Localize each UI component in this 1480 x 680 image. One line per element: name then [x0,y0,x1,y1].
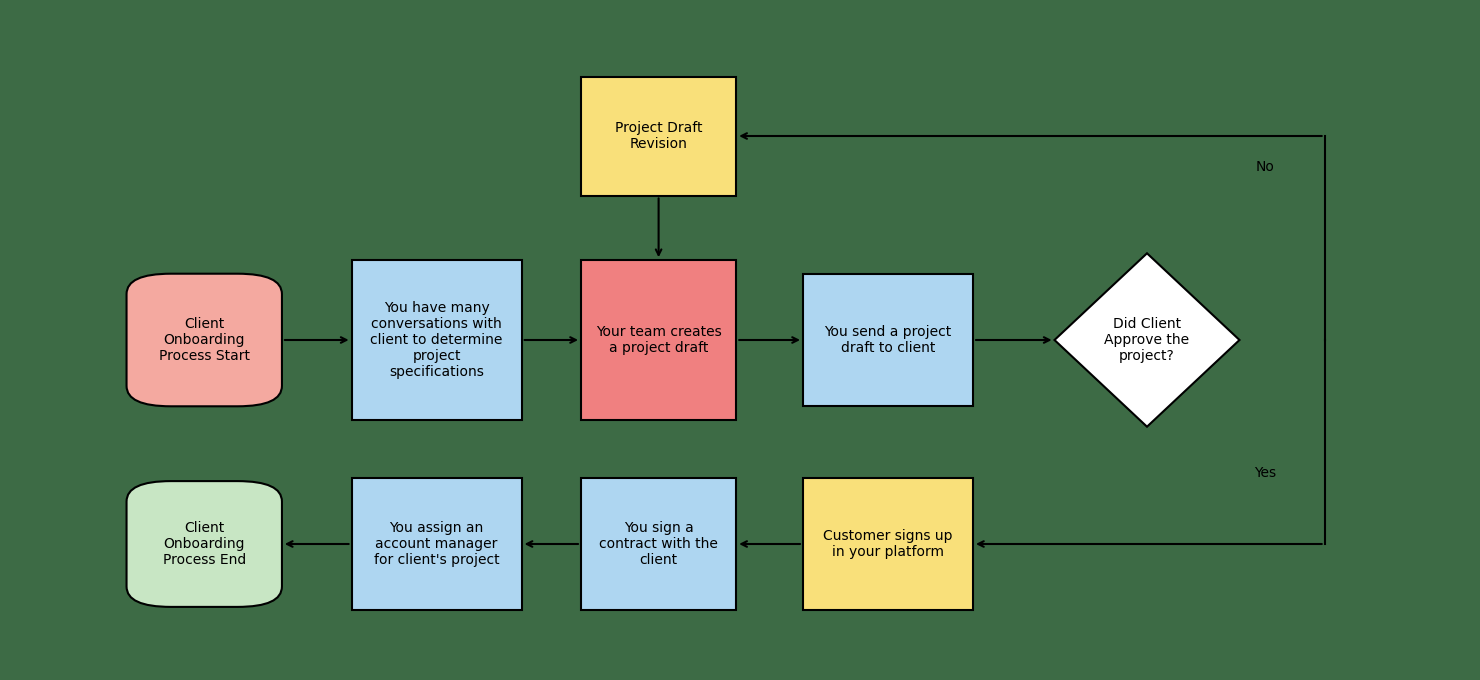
Bar [580,260,737,420]
Bar [580,77,737,196]
Text: Client
Onboarding
Process Start: Client Onboarding Process Start [158,317,250,363]
Text: Customer signs up
in your platform: Customer signs up in your platform [823,529,953,559]
FancyBboxPatch shape [127,481,281,607]
Text: You have many
conversations with
client to determine
project
specifications: You have many conversations with client … [370,301,503,379]
Bar [802,274,974,407]
Bar [352,260,522,420]
FancyBboxPatch shape [127,274,281,407]
Text: Client
Onboarding
Process End: Client Onboarding Process End [163,521,246,567]
Polygon shape [1054,254,1240,427]
Text: You sign a
contract with the
client: You sign a contract with the client [599,521,718,567]
Bar [802,477,974,611]
Text: You send a project
draft to client: You send a project draft to client [824,325,952,355]
Text: No: No [1257,160,1274,173]
Bar [580,477,737,611]
Text: Project Draft
Revision: Project Draft Revision [614,121,703,151]
Text: Your team creates
a project draft: Your team creates a project draft [596,325,721,355]
Text: Did Client
Approve the
project?: Did Client Approve the project? [1104,317,1190,363]
Text: Yes: Yes [1255,466,1276,479]
Text: You assign an
account manager
for client's project: You assign an account manager for client… [374,521,499,567]
Bar [352,477,522,611]
